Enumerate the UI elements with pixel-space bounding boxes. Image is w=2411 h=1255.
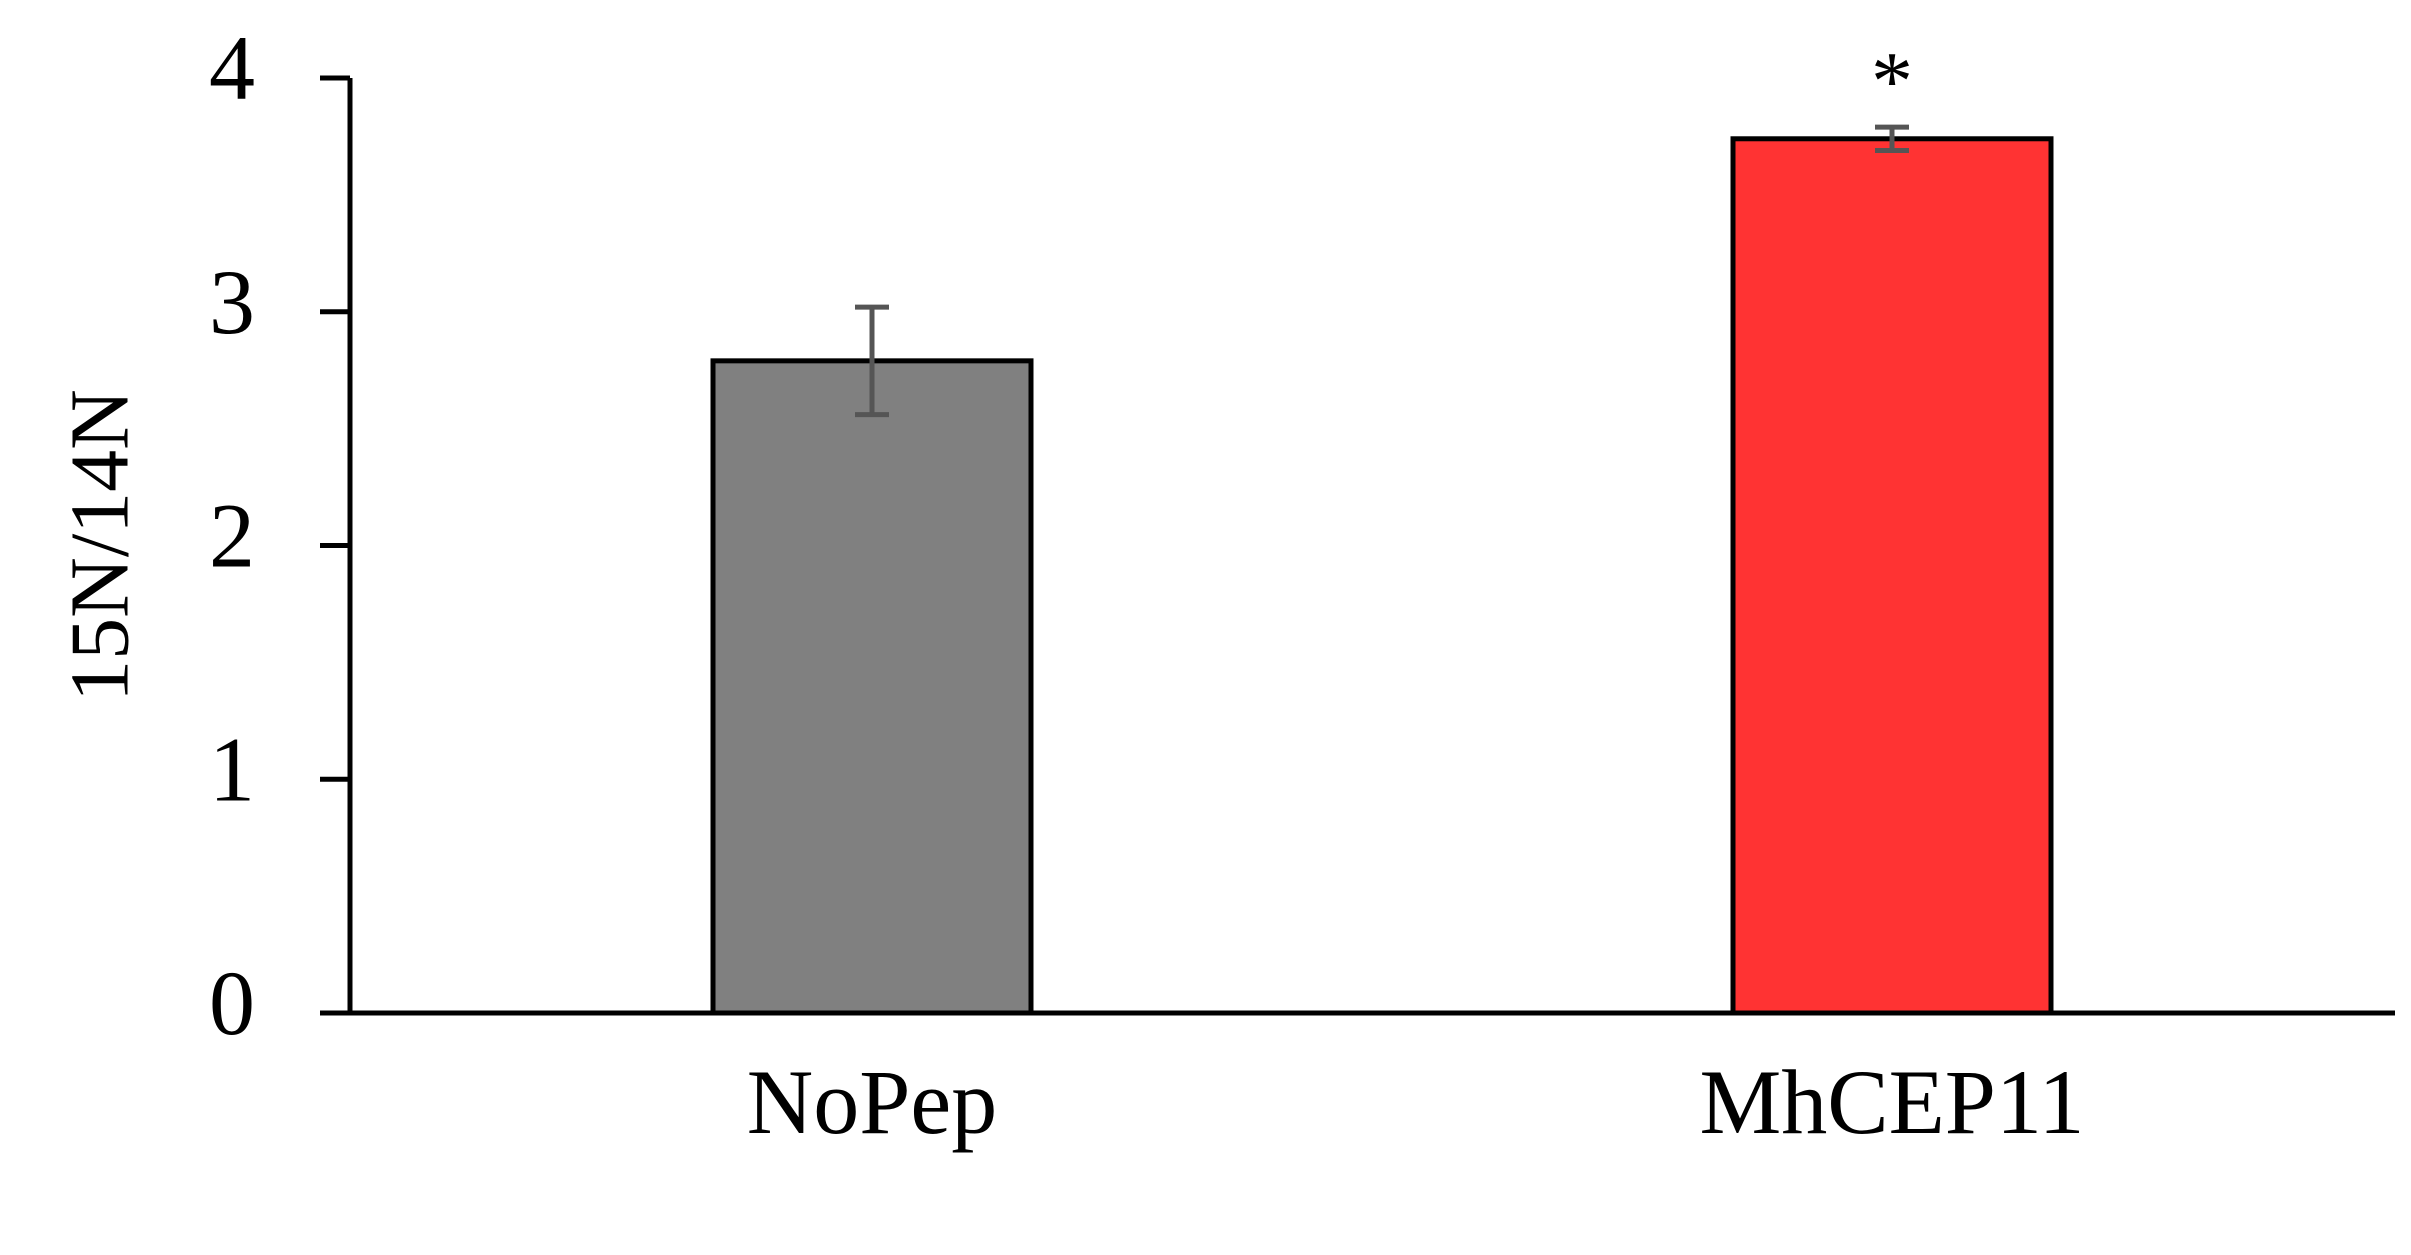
significance-marker: * [1871,35,1913,128]
y-tick-label: 4 [209,17,255,119]
y-axis-label: 15N/14N [53,389,146,702]
y-tick-label: 1 [209,718,255,820]
bar-nopep [710,358,1034,1016]
y-tick-label: 0 [209,952,255,1054]
error-bars-group [855,124,1909,418]
category-label: MhCEP11 [1699,1051,2084,1153]
y-tick-label: 2 [209,485,255,587]
y-axis-ticks: 0 1 2 3 4 [209,17,350,1054]
bars-group [710,136,2054,1016]
bar-mhcep11 [1730,136,2054,1016]
y-tick-label: 3 [209,251,255,353]
category-label: NoPep [747,1051,997,1153]
category-labels-group: NoPep MhCEP11 * [747,35,2085,1153]
